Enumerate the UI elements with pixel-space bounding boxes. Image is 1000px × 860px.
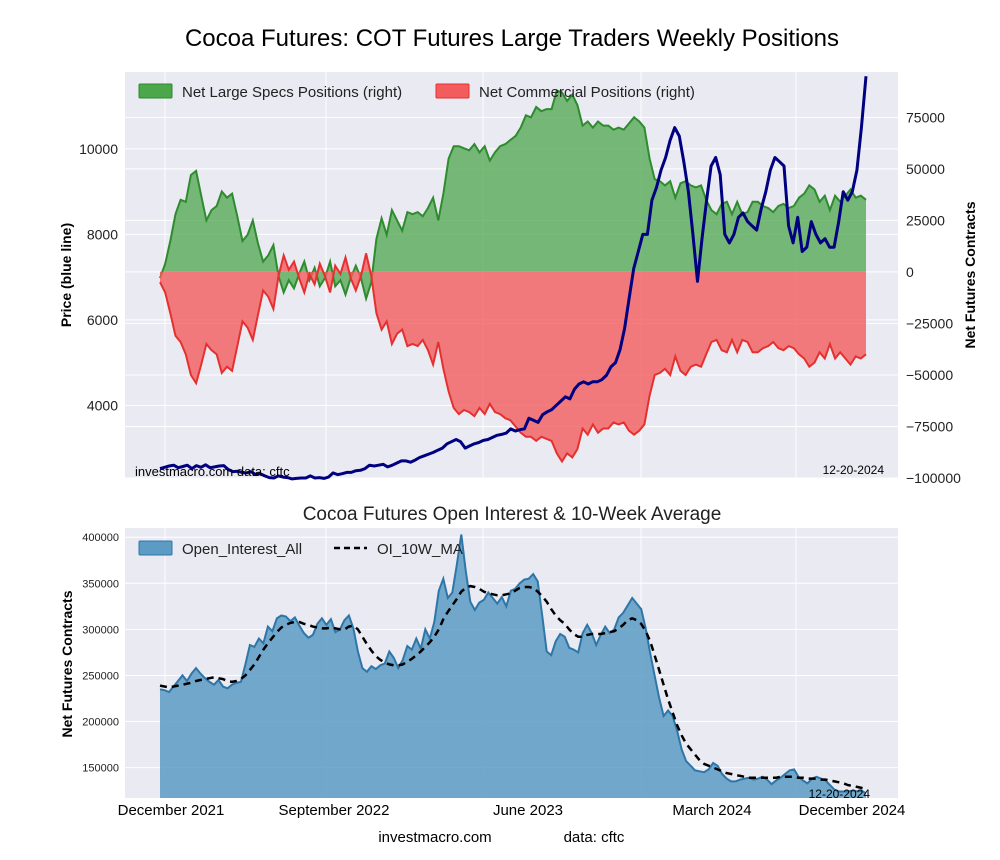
date-axis-ticks: December 2021 September 2022 June 2023 Marc…	[118, 802, 906, 819]
contracts-tick-label: −100000	[906, 470, 961, 486]
contracts-tick-label: 75000	[906, 109, 945, 125]
date-tick-label: June 2023	[493, 802, 563, 819]
open-interest-tick-label: 250000	[82, 670, 119, 682]
contracts-tick-label: 25000	[906, 212, 945, 228]
top-date-label: 12-20-2024	[823, 463, 885, 477]
open-interest-legend: Open_Interest_All OI_10W_MA	[138, 540, 463, 558]
open-interest-axis-label: Net Futures Contracts	[59, 590, 75, 737]
specs-area	[159, 89, 867, 303]
price-tick-label: 4000	[87, 397, 118, 413]
contracts-tick-label: 50000	[906, 161, 945, 177]
open-interest-tick-label: 200000	[82, 717, 119, 729]
contracts-axis-label: Net Futures Contracts	[962, 201, 978, 348]
legend-specs-swatch	[138, 83, 173, 99]
date-tick-label: March 2024	[672, 802, 751, 819]
commercial-area	[159, 251, 867, 464]
legend-commercial-label: Net Commercial Positions (right)	[479, 84, 695, 101]
legend-ma-label: OI_10W_MA	[377, 541, 463, 558]
contracts-tick-label: −25000	[906, 315, 953, 331]
open-interest-area-fill	[160, 534, 866, 798]
figure-title: Cocoa Futures: COT Futures Large Traders…	[185, 25, 839, 52]
source-note: investmacro.com data: cftc	[135, 464, 290, 479]
contracts-tick-label: −75000	[906, 418, 953, 434]
open-interest-tick-label: 150000	[82, 763, 119, 775]
specs-area-fill	[160, 90, 866, 299]
legend-open-interest-label: Open_Interest_All	[182, 541, 302, 558]
open-interest-axis-ticks: 150000 200000 250000 300000 350000 400000	[82, 532, 119, 774]
open-interest-title: Cocoa Futures Open Interest & 10-Week Av…	[303, 504, 722, 525]
positions-legend: Net Large Specs Positions (right) Net Co…	[138, 83, 695, 101]
open-interest-area-outline	[159, 534, 867, 795]
bottom-date-label: 12-20-2024	[809, 787, 871, 801]
open-interest-panel: Cocoa Futures Open Interest & 10-Week Av…	[59, 504, 905, 819]
price-axis-label: Price (blue line)	[58, 223, 74, 327]
positions-panel: 4000 6000 8000 10000 −100000 −75000 −50000 −25…	[58, 72, 978, 486]
open-interest-tick-label: 300000	[82, 624, 119, 636]
legend-specs-label: Net Large Specs Positions (right)	[182, 84, 402, 101]
price-axis-ticks: 4000 6000 8000 10000	[79, 141, 118, 413]
legend-commercial-swatch	[435, 83, 470, 99]
open-interest-tick-label: 400000	[82, 532, 119, 544]
contracts-axis-ticks: −100000 −75000 −50000 −25000 0 25000 50000 7500…	[906, 109, 961, 486]
legend-open-interest-swatch	[138, 540, 173, 556]
specs-area-outline	[159, 89, 867, 303]
contracts-tick-label: −50000	[906, 367, 953, 383]
date-tick-label: December 2021	[118, 802, 225, 819]
date-tick-label: September 2022	[279, 802, 390, 819]
footer-data: data: cftc	[564, 829, 625, 846]
price-tick-label: 6000	[87, 312, 118, 328]
price-tick-label: 10000	[79, 141, 118, 157]
footer-site: investmacro.com	[378, 829, 491, 846]
commercial-area-outline	[159, 251, 867, 464]
contracts-tick-label: 0	[906, 264, 914, 280]
date-tick-label: December 2024	[799, 802, 906, 819]
commercial-area-fill	[160, 253, 866, 462]
price-line-path	[159, 76, 868, 481]
open-interest-tick-label: 350000	[82, 578, 119, 590]
price-tick-label: 8000	[87, 226, 118, 242]
open-interest-area	[159, 534, 867, 798]
price-line	[159, 76, 868, 481]
